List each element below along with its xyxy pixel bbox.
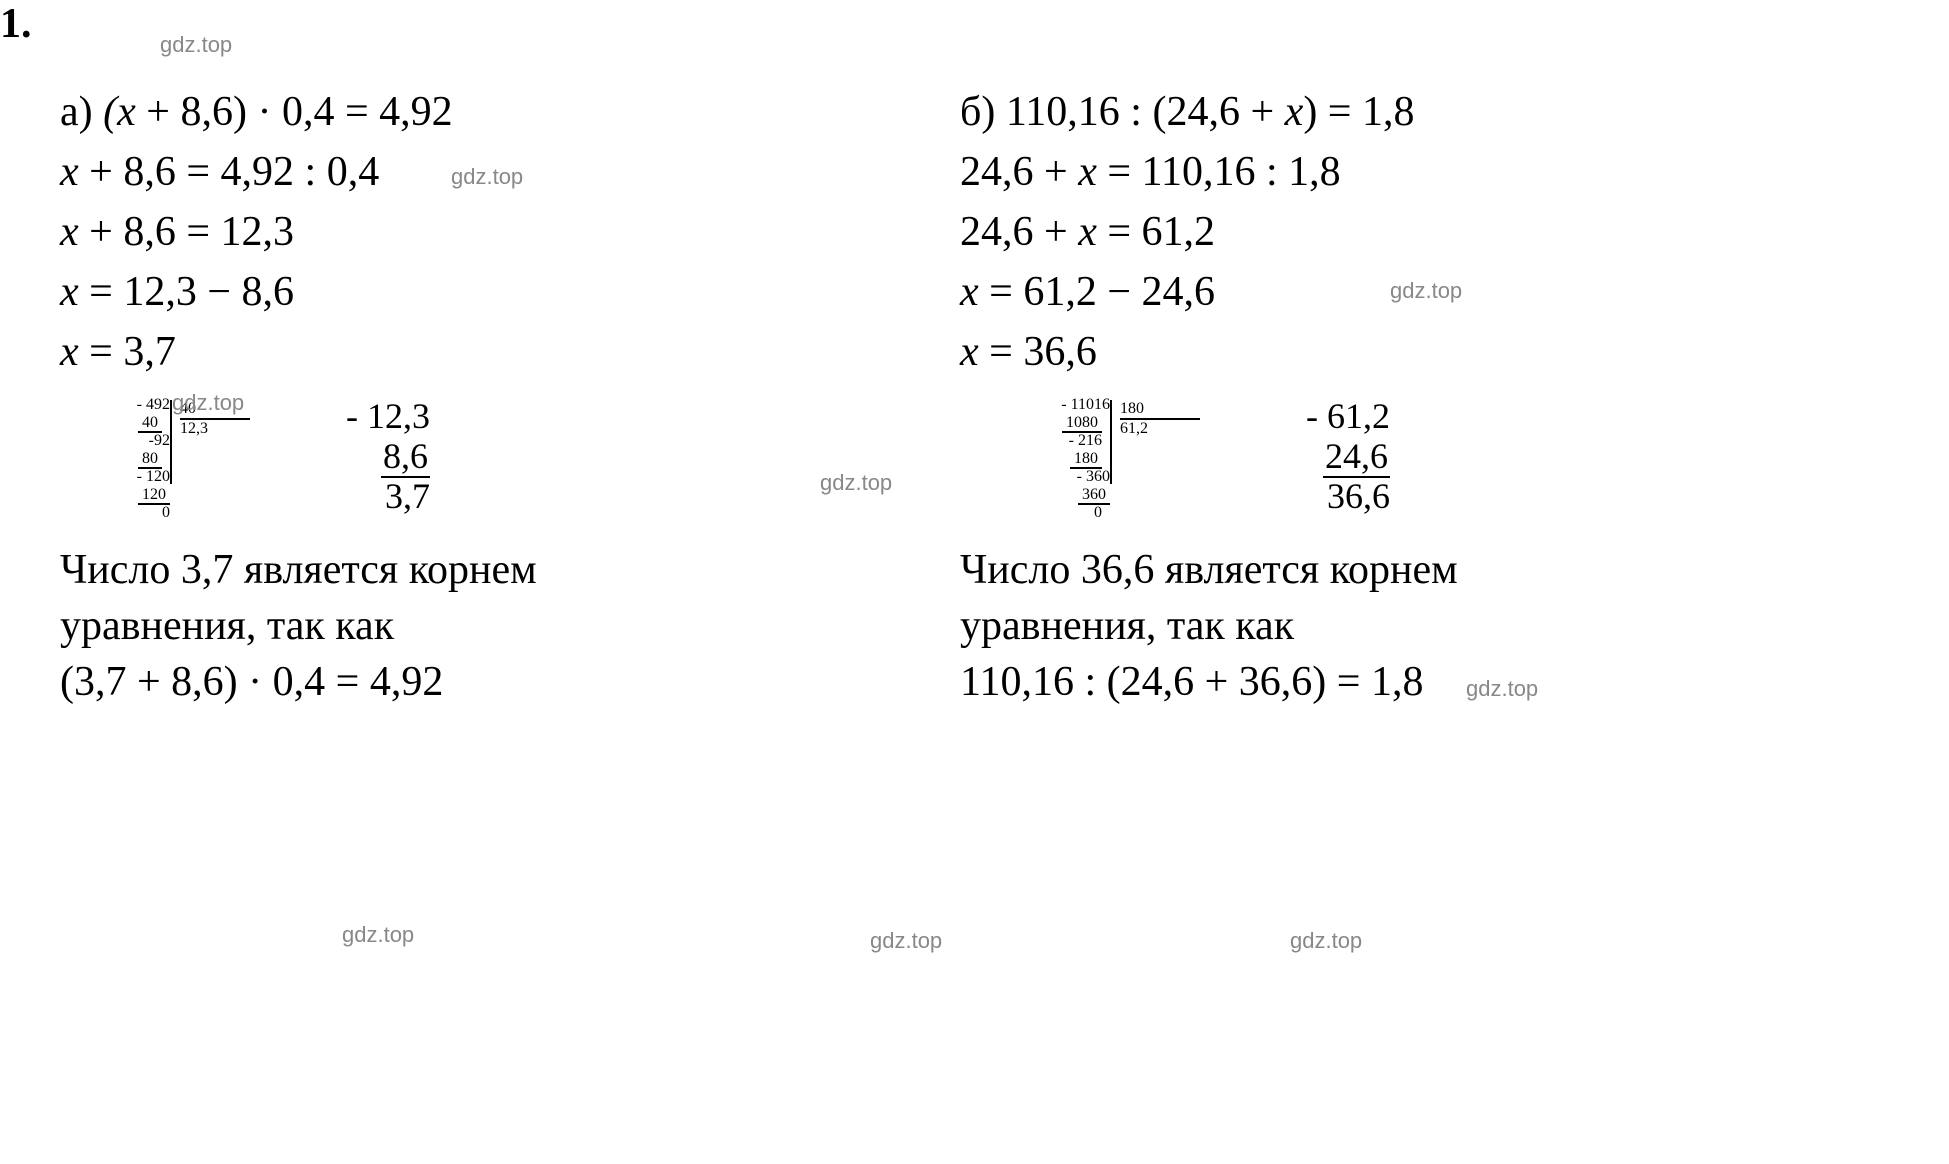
long-division-b: - 11016 1080 - 216 180 - 360 360 0 180 6…: [960, 396, 1200, 522]
subtraction-b: - 61,2 24,6 36,6: [1260, 396, 1390, 516]
ld-row: 360: [960, 486, 1110, 504]
ld-row: - 360: [960, 468, 1110, 486]
eq-line: б) 110,16 : (24,6 + x) = 1,8: [960, 82, 1820, 142]
eq-line: а) (x + 8,6) · 0,4 = 4,92: [60, 82, 820, 142]
conclusion-b: Число 36,6 является корнем уравнения, та…: [960, 542, 1820, 710]
label-b: б): [960, 89, 995, 135]
column-a: а) (x + 8,6) · 0,4 = 4,92 x + 8,6 = 4,92…: [60, 28, 820, 710]
ld-row: 0: [60, 504, 170, 522]
watermark: gdz.top: [820, 470, 892, 496]
divisor: 180: [1120, 400, 1200, 420]
quotient: 12,3: [180, 420, 250, 438]
watermark: gdz.top: [1466, 676, 1538, 702]
column-b: б) 110,16 : (24,6 + x) = 1,8 24,6 + x = …: [960, 28, 1820, 710]
eq-line: 24,6 + x = 61,2: [960, 202, 1820, 262]
equations-b: б) 110,16 : (24,6 + x) = 1,8 24,6 + x = …: [960, 82, 1820, 382]
divisor-box: 180 61,2: [1110, 400, 1200, 484]
ld-row: - 492: [60, 396, 170, 414]
watermark: gdz.top: [342, 922, 414, 948]
ld-row: 80: [60, 450, 170, 468]
concl-line: Число 36,6 является корнем: [960, 542, 1820, 598]
concl-line: Число 3,7 является корнем: [60, 542, 820, 598]
watermark: gdz.top: [1390, 278, 1462, 304]
ld-row: 180: [960, 450, 1110, 468]
sub-result: 36,6: [1260, 476, 1390, 516]
eq-line: x = 36,6: [960, 322, 1820, 382]
ld-row: 120: [60, 486, 170, 504]
watermark: gdz.top: [1290, 928, 1362, 954]
concl-line: 110,16 : (24,6 + 36,6) = 1,8: [960, 654, 1820, 710]
sub-top: - 61,2: [1260, 396, 1390, 436]
problem-number: 1.: [0, 0, 32, 48]
ld-row: 1080: [960, 414, 1110, 432]
columns-container: а) (x + 8,6) · 0,4 = 4,92 x + 8,6 = 4,92…: [60, 28, 1889, 710]
sub-mid: 24,6: [1260, 436, 1390, 476]
watermark: gdz.top: [160, 32, 232, 58]
watermark: gdz.top: [870, 928, 942, 954]
eq-line: x = 12,3 − 8,6: [60, 262, 820, 322]
eq-line: x + 8,6 = 12,3: [60, 202, 820, 262]
ld-row: - 120: [60, 468, 170, 486]
concl-line: уравнения, так как: [960, 598, 1820, 654]
concl-line: уравнения, так как: [60, 598, 820, 654]
ld-row: 0: [960, 504, 1110, 522]
eq-line: x = 3,7: [60, 322, 820, 382]
ld-row: - 11016: [960, 396, 1110, 414]
subtraction-a: - 12,3 8,6 3,7: [310, 396, 430, 516]
label-a: а): [60, 89, 93, 135]
sub-result: 3,7: [310, 476, 430, 516]
eq-line: 24,6 + x = 110,16 : 1,8: [960, 142, 1820, 202]
watermark: gdz.top: [451, 164, 523, 190]
conclusion-a: Число 3,7 является корнем уравнения, так…: [60, 542, 820, 710]
ld-row: -92: [60, 432, 170, 450]
sub-top: - 12,3: [310, 396, 430, 436]
concl-line: (3,7 + 8,6) · 0,4 = 4,92: [60, 654, 820, 710]
watermark: gdz.top: [172, 390, 244, 416]
sub-mid: 8,6: [310, 436, 430, 476]
equations-a: а) (x + 8,6) · 0,4 = 4,92 x + 8,6 = 4,92…: [60, 82, 820, 382]
ld-row: 40: [60, 414, 170, 432]
work-row-b: - 11016 1080 - 216 180 - 360 360 0 180 6…: [960, 396, 1820, 522]
ld-row: - 216: [960, 432, 1110, 450]
quotient: 61,2: [1120, 420, 1200, 438]
eq-line: x + 8,6 = 4,92 : 0,4: [60, 142, 820, 202]
